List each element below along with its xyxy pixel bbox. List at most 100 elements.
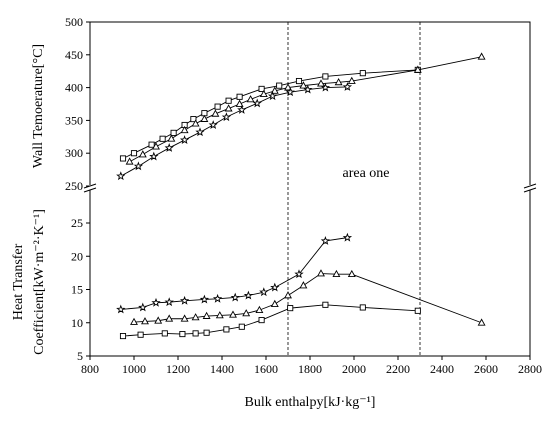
data-point-star xyxy=(294,269,304,279)
data-point-triangle xyxy=(130,317,138,325)
data-point-star xyxy=(320,236,331,245)
data-point-triangle xyxy=(180,125,189,134)
data-point-star xyxy=(285,87,295,97)
data-point-star xyxy=(151,297,161,307)
data-point-star xyxy=(230,292,240,302)
data-point-star xyxy=(243,290,254,300)
data-point-triangle xyxy=(211,109,220,117)
data-point-star xyxy=(133,161,144,171)
data-point-triangle xyxy=(141,317,149,325)
top-series-star xyxy=(116,82,353,181)
data-point-square xyxy=(322,73,329,80)
data-point-square xyxy=(119,155,127,162)
data-point-star xyxy=(199,294,210,304)
data-point-square xyxy=(137,331,144,338)
data-point-square xyxy=(203,329,210,336)
x-tick-label: 800 xyxy=(81,362,99,376)
y-tick-label: 5 xyxy=(77,349,83,363)
data-point-triangle xyxy=(347,76,356,84)
data-point-star xyxy=(212,293,223,303)
data-point-square xyxy=(170,129,177,136)
bottom-series-star xyxy=(116,232,353,314)
data-point-square xyxy=(190,116,197,123)
data-point-triangle xyxy=(317,79,325,87)
data-point-star xyxy=(259,287,269,297)
data-point-triangle xyxy=(180,314,189,322)
data-point-star xyxy=(116,171,126,181)
data-point-square xyxy=(236,93,243,100)
data-point-square xyxy=(359,304,366,311)
y-tick-label: 400 xyxy=(65,81,83,95)
axis-break-gap xyxy=(524,185,536,190)
axis-break-slash xyxy=(523,183,537,189)
x-axis-ticks: 800 1000 1200 1400 1600 1800 2000 2200 2400 2600 2… xyxy=(81,356,542,376)
data-point-star xyxy=(270,282,280,292)
data-point-star xyxy=(221,112,232,122)
data-point-square xyxy=(322,301,329,308)
data-point-star xyxy=(179,135,190,145)
data-point-triangle xyxy=(284,83,292,91)
data-point-star xyxy=(164,143,174,152)
data-point-triangle xyxy=(299,281,308,289)
data-point-star xyxy=(138,302,148,312)
y-axis-label-bottom-line2: Coefficient[kW·m⁻²·K⁻¹] xyxy=(32,209,47,355)
data-point-triangle xyxy=(165,314,174,322)
data-point-square xyxy=(276,82,283,89)
y-tick-label: 250 xyxy=(65,179,83,193)
data-point-triangle xyxy=(413,65,422,73)
data-point-star xyxy=(208,120,218,129)
data-point-square xyxy=(225,97,232,104)
data-point-star xyxy=(342,232,353,242)
data-point-square xyxy=(148,141,155,148)
data-point-square xyxy=(238,323,245,330)
data-point-triangle xyxy=(215,311,224,319)
data-point-square xyxy=(223,326,230,333)
data-point-triangle xyxy=(191,313,200,321)
data-point-triangle xyxy=(270,86,279,94)
series-line xyxy=(129,56,482,163)
data-point-square xyxy=(214,103,221,110)
x-tick-label: 2600 xyxy=(474,362,498,376)
data-point-square xyxy=(258,85,265,92)
y-tick-label: 10 xyxy=(71,316,83,330)
data-point-triangle xyxy=(154,316,163,324)
data-point-triangle xyxy=(255,305,264,313)
data-point-triangle xyxy=(317,269,325,277)
axis-break-slash xyxy=(523,187,537,193)
x-tick-label: 2000 xyxy=(342,362,366,376)
data-point-triangle xyxy=(242,309,251,317)
y-tick-label: 500 xyxy=(65,15,83,29)
data-point-triangle xyxy=(347,269,356,278)
data-point-triangle xyxy=(334,78,343,86)
data-point-square xyxy=(258,317,265,324)
data-point-triangle xyxy=(229,310,237,318)
data-point-triangle xyxy=(477,52,486,60)
x-tick-label: 1600 xyxy=(254,362,278,376)
data-point-star xyxy=(164,297,174,307)
data-point-triangle xyxy=(332,269,341,278)
x-tick-label: 1800 xyxy=(298,362,322,376)
data-point-square xyxy=(359,70,366,77)
data-point-triangle xyxy=(259,89,268,98)
x-tick-label: 2800 xyxy=(518,362,542,376)
y-tick-label: 450 xyxy=(65,48,83,62)
x-tick-label: 2400 xyxy=(430,362,454,376)
y-tick-label: 20 xyxy=(71,249,83,263)
y-tick-label: 300 xyxy=(65,146,83,160)
data-point-square xyxy=(130,150,138,157)
data-point-triangle xyxy=(138,150,147,158)
axis-break-mark xyxy=(83,183,537,193)
data-point-star xyxy=(342,82,353,91)
data-point-triangle xyxy=(167,134,176,142)
data-point-star xyxy=(149,151,159,161)
data-point-star xyxy=(237,104,247,114)
data-point-star xyxy=(179,295,190,305)
data-point-triangle xyxy=(270,299,279,307)
data-point-triangle xyxy=(125,157,134,165)
data-point-square xyxy=(414,307,421,314)
data-point-square xyxy=(159,135,166,142)
data-point-square xyxy=(161,330,168,337)
data-point-star xyxy=(303,84,313,94)
axis-break-gap xyxy=(84,185,96,190)
